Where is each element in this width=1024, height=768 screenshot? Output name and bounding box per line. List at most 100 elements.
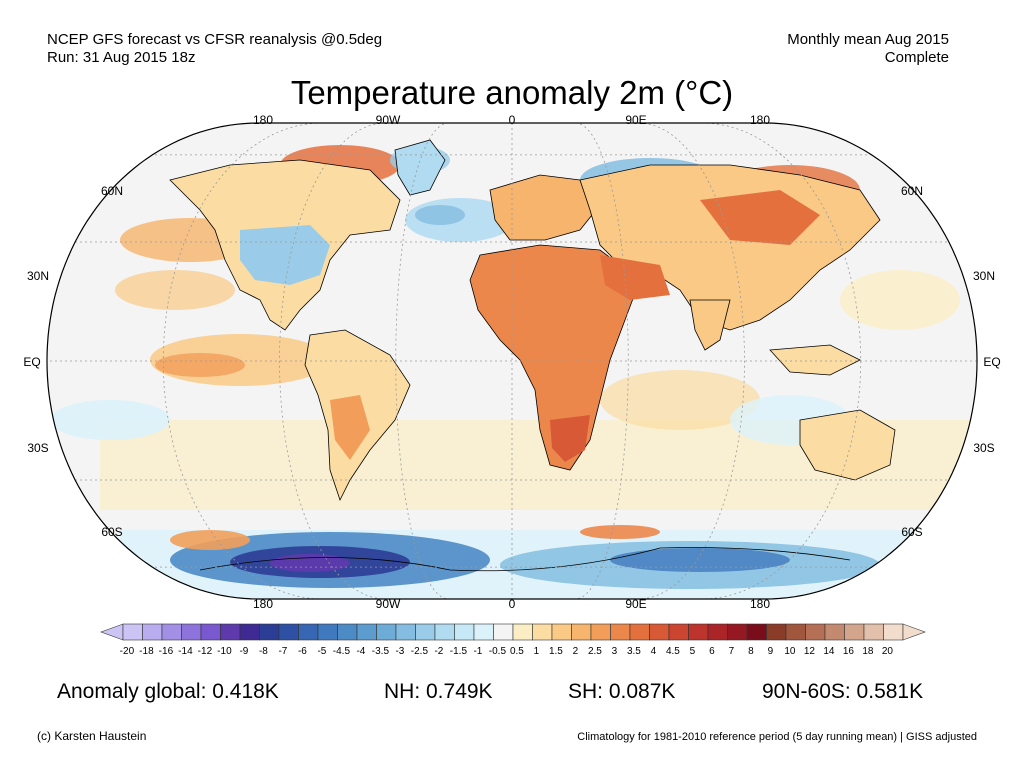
colorbar-tick-label: 14: [823, 646, 835, 657]
colorbar-swatch: [668, 623, 689, 641]
lat-label-eq-left: EQ: [23, 355, 40, 369]
lat-label-60s-left: 60S: [101, 525, 122, 539]
colorbar-tick-label: 7: [729, 646, 735, 657]
colorbar-swatch: [493, 623, 514, 641]
colorbar-tick-label: -12: [198, 646, 213, 657]
colorbar-tick-label: 18: [862, 646, 874, 657]
usa-cool-anomaly: [240, 225, 330, 285]
colorbar-swatch: [532, 623, 553, 641]
colorbar-tick-label: -4: [356, 646, 365, 657]
header-right: Monthly mean Aug 2015 Complete: [787, 31, 949, 67]
colorbar-swatch: [629, 623, 650, 641]
colorbar-swatch: [863, 623, 884, 641]
colorbar-swatch: [142, 623, 163, 641]
colorbar-tick-label: 0.5: [510, 646, 524, 657]
graticule-meridian: [638, 123, 745, 599]
colorbar-swatch: [551, 623, 572, 641]
lat-label-30s-left: 30S: [27, 441, 48, 455]
southern-africa: [550, 415, 590, 462]
colorbar-tick-label: -7: [278, 646, 287, 657]
colorbar-tick-label: -2.5: [411, 646, 429, 657]
colorbar-swatch: [376, 623, 397, 641]
middle-east-warm: [600, 255, 670, 300]
lat-label-30n-left: 30N: [27, 269, 49, 283]
stat-90n-60s: 90N-60S: 0.581K: [762, 680, 924, 703]
colorbar-tick-label: -5: [317, 646, 326, 657]
australia: [799, 409, 896, 481]
lon-label-90w: 90W: [376, 113, 401, 127]
lon-label-90e: 90E: [625, 113, 646, 127]
colorbar-tick-label: -2: [434, 646, 443, 657]
colorbar-tick-label: -18: [139, 646, 154, 657]
stat-nh: NH: 0.749K: [384, 680, 493, 703]
europe: [489, 174, 601, 241]
colorbar-tick-label: -9: [239, 646, 248, 657]
colorbar-tick-label: 16: [843, 646, 855, 657]
lon-label-90e-bottom: 90E: [625, 597, 646, 611]
colorbar-tick-label: 9: [768, 646, 774, 657]
colorbar-swatch: [454, 623, 475, 641]
colorbar-swatch: [356, 623, 377, 641]
colorbar-swatch: [259, 623, 280, 641]
colorbar-tick-label: 1: [534, 646, 540, 657]
colorbar-tick-label: -16: [159, 646, 174, 657]
colorbar-swatch: [571, 623, 592, 641]
colorbar-tick-label: 6: [709, 646, 715, 657]
colorbar-swatch: [220, 623, 241, 641]
lat-label-60n-left: 60N: [101, 184, 123, 198]
lon-label-90w-bottom: 90W: [376, 597, 401, 611]
colorbar-tick-label: -14: [178, 646, 193, 657]
colorbar-swatch: [844, 623, 865, 641]
colorbar-tick-label: 2.5: [588, 646, 602, 657]
colorbar-tick-label: -6: [298, 646, 307, 657]
colorbar-swatch: [298, 623, 319, 641]
globe-outline: [46, 122, 978, 600]
colorbar-swatch: [824, 623, 845, 641]
colorbar-tick-label: 2: [573, 646, 579, 657]
period-description: Monthly mean Aug 2015: [787, 31, 949, 48]
india: [689, 299, 731, 351]
lon-label-0: 0: [509, 113, 516, 127]
stat-global: Anomaly global: 0.418K: [57, 680, 279, 703]
graticule-meridian: [575, 123, 629, 599]
latitude-labels-left: 60N 30N EQ 30S 60S: [23, 184, 123, 539]
land-masses: [169, 139, 896, 572]
run-time: Run: 31 Aug 2015 18z: [47, 49, 196, 66]
colorbar-swatch: [785, 623, 806, 641]
colorbar-tick-label: 12: [804, 646, 816, 657]
colorbar-swatch: [512, 623, 533, 641]
colorbar-swatch: [278, 623, 299, 641]
colorbar-swatches: [100, 623, 926, 641]
colorbar-swatch: [610, 623, 631, 641]
map-title: Temperature anomaly 2m (°C): [290, 74, 734, 111]
lat-label-eq-right: EQ: [983, 355, 1000, 369]
climatology-note: Climatology for 1981-2010 reference peri…: [577, 731, 977, 743]
model-description: NCEP GFS forecast vs CFSR reanalysis @0.…: [47, 31, 383, 48]
colorbar-swatch: [122, 623, 143, 641]
lon-label-0-bottom: 0: [509, 597, 516, 611]
graticule-meridian: [279, 123, 386, 599]
colorbar-tick-label: 20: [882, 646, 894, 657]
colorbar-swatch: [805, 623, 826, 641]
colorbar-tick-label: -0.5: [489, 646, 507, 657]
colorbar-tick-label: 8: [748, 646, 754, 657]
lon-label-180e-bottom: 180: [750, 597, 770, 611]
colorbar-tick-label: -3: [395, 646, 404, 657]
latitude-labels-right: 60N 30N EQ 30S 60S: [901, 184, 1001, 539]
colorbar-tick-label: -10: [217, 646, 232, 657]
colorbar-swatch: [707, 623, 728, 641]
colorbar-max-arrow: [902, 623, 926, 641]
longitude-labels-top: 180 90W 0 90E 180: [253, 113, 770, 127]
siberia-warm: [700, 190, 820, 245]
stat-sh: SH: 0.087K: [568, 680, 676, 703]
colorbar-tick-label: 3.5: [627, 646, 641, 657]
colorbar-swatch: [434, 623, 455, 641]
greenland: [394, 139, 446, 196]
colorbar-tick-label: 5: [690, 646, 696, 657]
colorbar-tick-label: -8: [259, 646, 268, 657]
lat-label-30s-right: 30S: [973, 441, 994, 455]
colorbar-swatch: [766, 623, 787, 641]
colorbar-labels: -20 -18 -16 -14 -12 -10 -9 -8 -7 -6 -5 -4.5 -4 -3.5 -3…: [120, 646, 894, 657]
colorbar-tick-label: 4: [651, 646, 657, 657]
